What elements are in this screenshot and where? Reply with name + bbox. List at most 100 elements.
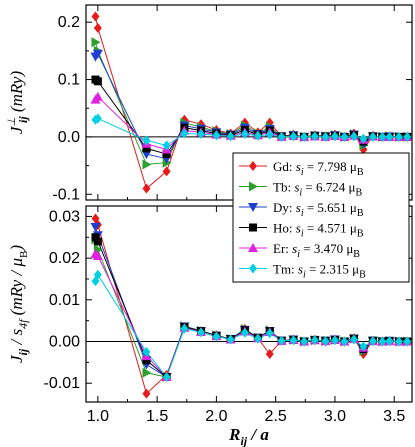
top-point-ho — [162, 150, 171, 159]
bottom-point-gd — [265, 349, 274, 360]
xtick-label: 1.5 — [146, 408, 168, 425]
bottom-panel: -0.01 0.00 0.01 0.02 0.03 1.0 1.5 2.0 2.5 3.0 3.5 J… — [7, 205, 413, 447]
bottom-ytick-label: 0.02 — [49, 250, 80, 267]
top-point-tm — [289, 131, 298, 142]
top-y-axis-title: J⊥ij (mRy) — [6, 71, 30, 135]
bottom-point-ho — [142, 356, 151, 365]
top-point-tm — [265, 129, 274, 140]
bottom-point-ho — [91, 233, 100, 242]
xtick-label: 2.5 — [265, 408, 287, 425]
top-panel: -0.1 0.0 0.1 0.2 J⊥ij (mRy) — [6, 4, 413, 203]
x-axis-title: Rij / a — [228, 425, 269, 447]
top-point-tm — [378, 131, 387, 142]
legend-entry-gd: Gd: si = 7.798 μB — [273, 159, 364, 178]
top-point-gd — [91, 11, 100, 22]
top-point-tm — [368, 131, 377, 142]
top-point-tm — [340, 131, 349, 142]
bottom-point-tm — [300, 336, 309, 347]
top-point-tm — [300, 131, 309, 142]
bottom-point-tm — [162, 371, 171, 382]
xtick-label: 1.0 — [87, 408, 109, 425]
legend-entry-dy: Dy: si = 5.651 μB — [273, 200, 364, 219]
top-point-tm — [142, 135, 151, 146]
bottom-point-tm — [394, 336, 403, 347]
top-point-gd — [162, 166, 171, 177]
bottom-point-tm — [180, 323, 189, 334]
top-point-tm — [359, 133, 368, 144]
top-point-tm — [93, 113, 102, 124]
bottom-point-tm — [93, 269, 102, 280]
bottom-point-tm — [385, 336, 394, 347]
bottom-point-tm — [340, 336, 349, 347]
legend-box — [232, 152, 410, 283]
top-point-er — [92, 91, 103, 101]
bottom-ytick-label: 0.03 — [49, 208, 80, 225]
top-point-dy — [92, 49, 103, 59]
top-ytick-label: -0.1 — [52, 186, 80, 203]
top-point-ho — [93, 77, 102, 86]
bottom-point-tm — [240, 327, 249, 338]
bottom-point-tb — [142, 367, 152, 378]
legend-marker-tb — [249, 181, 258, 192]
top-point-tm — [196, 129, 205, 140]
top-point-tm — [240, 129, 249, 140]
legend-marker-gd — [249, 161, 257, 171]
bottom-point-tm — [212, 331, 221, 342]
top-point-ho — [142, 144, 151, 153]
bottom-point-ho — [93, 237, 102, 246]
bottom-point-tm — [330, 335, 339, 346]
top-point-tm — [253, 130, 262, 141]
bottom-point-gd — [142, 388, 151, 399]
legend-entry-tm: Tm: si = 2.315 μB — [273, 262, 366, 281]
bottom-point-tm — [196, 327, 205, 338]
bottom-point-tm — [321, 336, 330, 347]
top-point-tm — [226, 131, 235, 142]
bottom-point-tm — [349, 334, 358, 345]
top-ytick-label: 0.1 — [58, 72, 80, 89]
bottom-point-tm — [142, 346, 151, 357]
bottom-ytick-label: 0.00 — [49, 334, 80, 351]
bottom-point-tm — [378, 336, 387, 347]
legend-marker-er — [248, 243, 258, 252]
bottom-point-er — [92, 251, 103, 261]
bottom-point-dy — [90, 222, 101, 232]
legend-entry-er: Er: si = 3.470 μB — [273, 241, 360, 260]
bottom-ytick-label: 0.01 — [49, 292, 80, 309]
top-point-tm — [180, 128, 189, 139]
top-point-tm — [394, 131, 403, 142]
top-point-tm — [212, 130, 221, 141]
top-point-tm — [277, 131, 286, 142]
top-point-tb — [91, 37, 101, 48]
bottom-ytick-label: -0.01 — [44, 375, 81, 392]
bottom-point-tm — [368, 336, 377, 347]
top-ytick-label: 0.0 — [58, 129, 80, 146]
legend-marker-ho — [249, 223, 257, 232]
bottom-point-tm — [310, 335, 319, 346]
xtick-label: 2.0 — [205, 408, 227, 425]
top-point-tb — [142, 159, 152, 170]
top-point-tm — [403, 131, 412, 142]
bottom-y-axis-title: Jij / s4f (mRy / μB) — [7, 245, 30, 363]
bottom-point-tm — [289, 335, 298, 346]
top-ytick-label: 0.2 — [58, 14, 80, 31]
top-point-gd — [93, 22, 102, 33]
top-point-tm — [162, 140, 171, 151]
bottom-point-tm — [403, 336, 412, 347]
bottom-point-tm — [253, 333, 262, 344]
xtick-label: 3.0 — [324, 408, 346, 425]
xtick-label: 3.5 — [383, 408, 405, 425]
legend-marker-tm — [249, 263, 257, 274]
top-point-tm — [310, 131, 319, 142]
top-point-tm — [385, 131, 394, 142]
top-point-gd — [142, 183, 151, 194]
bottom-point-tm — [359, 341, 368, 352]
top-point-tm — [321, 131, 330, 142]
top-point-tm — [349, 131, 358, 142]
bottom-point-tm — [265, 328, 274, 339]
top-point-tm — [330, 131, 339, 142]
legend-entry-tb: Tb: si = 6.724 μB — [273, 180, 362, 199]
legend-entry-ho: Ho: si = 4.571 μB — [273, 221, 364, 240]
bottom-point-tm — [277, 335, 286, 346]
